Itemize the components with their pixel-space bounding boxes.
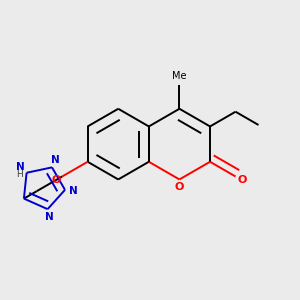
Text: Me: Me	[172, 71, 187, 81]
Text: N: N	[51, 155, 60, 165]
Text: N: N	[69, 186, 78, 196]
Text: O: O	[175, 182, 184, 192]
Text: N: N	[45, 212, 54, 222]
Text: N: N	[16, 162, 25, 172]
Text: O: O	[237, 175, 247, 185]
Text: H: H	[16, 170, 22, 179]
Text: O: O	[51, 175, 61, 185]
